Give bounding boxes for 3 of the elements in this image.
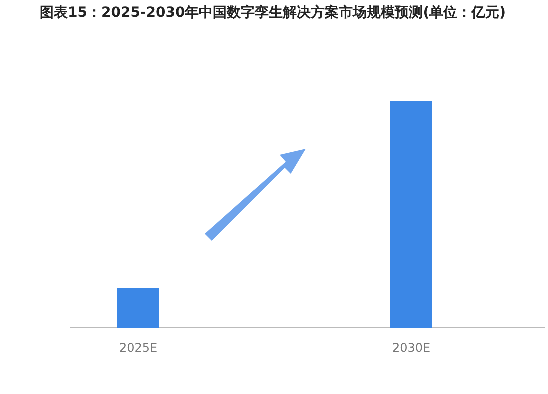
x-tick-label: 2030E: [392, 341, 431, 355]
x-tick-label: 2025E: [119, 341, 158, 355]
chart-title: 图表15：2025-2030年中国数字孪生解决方案市场规模预测(单位：亿元): [38, 4, 508, 22]
